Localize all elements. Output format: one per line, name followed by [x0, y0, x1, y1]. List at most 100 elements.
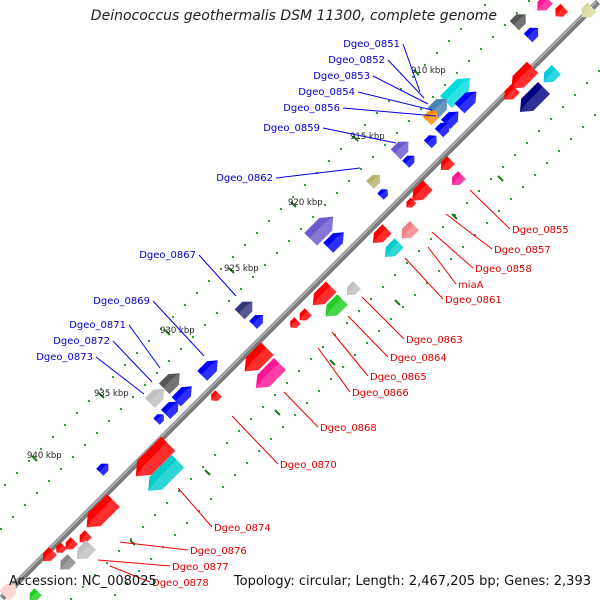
gene-feature — [323, 232, 344, 253]
gene-feature — [384, 238, 404, 258]
gene-leader-line — [112, 340, 153, 383]
gene-leader-line — [342, 107, 437, 117]
gene-leader-line — [283, 391, 319, 428]
tick-dot — [75, 411, 79, 415]
tick-dot — [537, 129, 541, 133]
gene-leader-line — [152, 300, 205, 357]
gene-feature — [135, 436, 176, 477]
reverse-gene-label[interactable]: Dgeo_0874 — [214, 523, 271, 534]
tick-dot — [545, 161, 549, 165]
gene-feature — [255, 357, 287, 389]
reverse-gene-label[interactable]: Dgeo_0855 — [512, 225, 569, 236]
tick-dot — [371, 155, 375, 159]
tick-mark — [352, 135, 359, 142]
reverse-gene-label[interactable]: miaA — [458, 280, 484, 291]
gene-feature — [249, 315, 263, 329]
tick-dot — [287, 239, 291, 243]
tick-dot — [149, 557, 153, 561]
forward-gene-label[interactable]: Dgeo_0869 — [93, 296, 150, 307]
gene-leader-line — [119, 541, 189, 551]
tick-dot — [339, 147, 343, 151]
forward-gene-label[interactable]: Dgeo_0867 — [139, 250, 196, 261]
tick-dot — [513, 153, 517, 157]
tick-dot — [341, 365, 345, 369]
tick-dot — [251, 275, 255, 279]
tick-dot — [353, 353, 357, 357]
tick-dot — [503, 23, 507, 27]
forward-gene-label[interactable]: Dgeo_0873 — [36, 352, 93, 363]
tick-dot — [155, 371, 159, 375]
forward-gene-label[interactable]: Dgeo_0871 — [69, 320, 126, 331]
gene-leader-line — [402, 43, 421, 93]
tick-dot — [209, 497, 213, 501]
gene-feature — [434, 122, 450, 138]
reverse-gene-label[interactable]: Dgeo_0857 — [494, 245, 551, 256]
tick-dot — [95, 431, 99, 435]
kbp-tick-label: 930 kbp — [160, 326, 195, 336]
tick-mark — [413, 69, 420, 76]
forward-gene-label[interactable]: Dgeo_0854 — [298, 87, 355, 98]
gene-feature — [148, 454, 185, 491]
reverse-gene-label[interactable]: Dgeo_0858 — [475, 264, 532, 275]
tick-dot — [321, 345, 325, 349]
forward-gene-label[interactable]: Dgeo_0862 — [216, 173, 273, 184]
gene-leader-line — [427, 246, 457, 285]
forward-gene-label[interactable]: Dgeo_0856 — [283, 103, 340, 114]
tick-dot — [549, 117, 553, 121]
tick-dot — [117, 549, 121, 553]
forward-gene-label[interactable]: Dgeo_0853 — [313, 71, 370, 82]
tick-dot — [263, 263, 267, 267]
gene-feature — [56, 542, 67, 553]
tick-dot — [449, 257, 453, 261]
tick-mark — [98, 392, 105, 399]
tick-dot — [297, 369, 301, 373]
reverse-gene-label[interactable]: Dgeo_0861 — [445, 295, 502, 306]
forward-gene-label[interactable]: Dgeo_0851 — [343, 39, 400, 50]
kbp-tick-label: 910 kbp — [411, 66, 446, 76]
tick-dot — [303, 183, 307, 187]
reverse-gene-label[interactable]: Dgeo_0866 — [352, 388, 409, 399]
reverse-gene-label[interactable]: Dgeo_0864 — [390, 353, 447, 364]
tick-mark — [451, 213, 458, 220]
reverse-gene-label[interactable]: Dgeo_0865 — [370, 372, 427, 383]
tick-dot — [441, 225, 445, 229]
gene-feature — [412, 180, 433, 201]
gene-feature — [406, 197, 417, 208]
tick-dot — [515, 11, 519, 15]
gene-feature — [347, 281, 361, 295]
reverse-gene-label[interactable]: Dgeo_0868 — [320, 423, 377, 434]
tick-dot — [257, 449, 261, 453]
gene-feature — [86, 494, 120, 528]
tick-dot — [191, 335, 195, 339]
gene-leader-line — [347, 315, 389, 358]
tick-dot — [159, 327, 163, 331]
tick-dot — [227, 299, 231, 303]
tick-dot — [347, 179, 351, 183]
reverse-gene-label[interactable]: Dgeo_0863 — [406, 335, 463, 346]
reverse-gene-label[interactable]: Dgeo_0878 — [152, 578, 209, 589]
gene-feature — [523, 27, 539, 43]
gene-feature — [509, 14, 526, 31]
forward-gene-label[interactable]: Dgeo_0872 — [53, 336, 110, 347]
reverse-gene-label[interactable]: Dgeo_0877 — [172, 562, 229, 573]
tick-dot — [411, 75, 415, 79]
gene-feature — [234, 301, 253, 320]
tick-dot — [311, 215, 315, 219]
gene-feature — [0, 583, 17, 600]
gene-feature — [144, 388, 165, 409]
gene-feature — [161, 401, 179, 419]
reverse-gene-label[interactable]: Dgeo_0870 — [280, 460, 337, 471]
reverse-gene-labels: Dgeo_0855 Dgeo_0857 Dgeo_0858 miaA Dgeo_0861… — [97, 189, 569, 589]
gene-leader-line — [322, 127, 397, 144]
forward-gene-label[interactable]: Dgeo_0852 — [328, 55, 385, 66]
tick-dot — [435, 51, 439, 55]
reverse-gene-label[interactable]: Dgeo_0876 — [190, 546, 247, 557]
forward-gene-label[interactable]: Dgeo_0859 — [263, 123, 320, 134]
kbp-tick-label: 925 kbp — [224, 264, 259, 274]
tick-dot — [365, 341, 369, 345]
tick-dot — [581, 125, 585, 129]
gene-leader-line — [331, 331, 369, 377]
gene-feature — [366, 175, 380, 189]
tick-dot — [383, 143, 387, 147]
